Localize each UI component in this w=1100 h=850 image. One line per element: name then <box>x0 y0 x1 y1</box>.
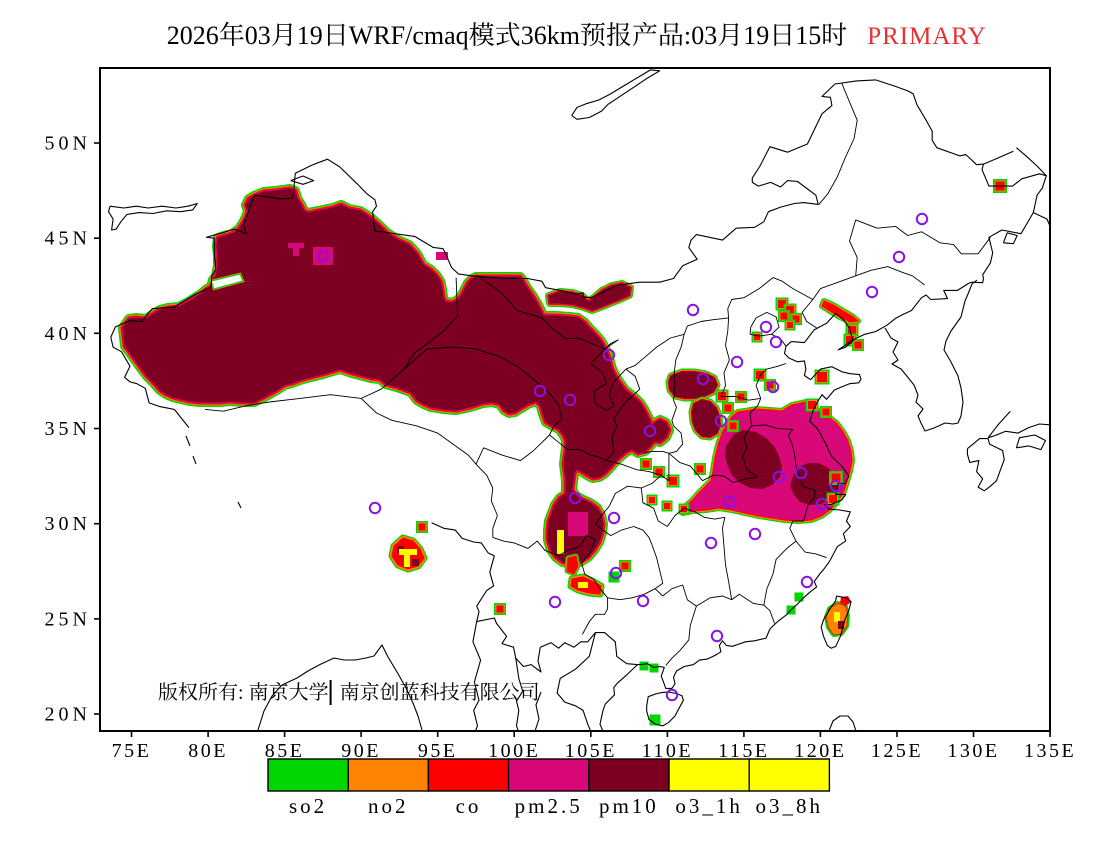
svg-text:o3_8h: o3_8h <box>756 794 824 818</box>
svg-text:o3_1h: o3_1h <box>675 794 743 818</box>
svg-text:110E: 110E <box>642 740 693 762</box>
svg-text:95E: 95E <box>418 740 458 762</box>
svg-text::: : <box>684 21 691 50</box>
svg-text:105E: 105E <box>565 740 617 762</box>
svg-text:90E: 90E <box>341 740 381 762</box>
svg-text:19: 19 <box>743 21 769 50</box>
svg-text:125E: 125E <box>871 740 923 762</box>
svg-text:100E: 100E <box>488 740 540 762</box>
svg-text:75E: 75E <box>112 740 152 762</box>
svg-text:40N: 40N <box>45 323 91 345</box>
svg-text:120E: 120E <box>794 740 846 762</box>
svg-text:50N: 50N <box>45 133 91 155</box>
svg-text:35N: 35N <box>45 418 91 440</box>
svg-text:2026: 2026 <box>167 21 219 50</box>
svg-text:36km: 36km <box>521 21 580 50</box>
svg-text:30N: 30N <box>45 513 91 535</box>
svg-text:so2: so2 <box>289 794 327 818</box>
svg-text:15: 15 <box>795 21 821 50</box>
svg-text:03: 03 <box>245 21 271 50</box>
svg-text::: : <box>238 682 249 704</box>
svg-text:115E: 115E <box>718 740 769 762</box>
svg-text:130E: 130E <box>947 740 999 762</box>
svg-text:pm10: pm10 <box>599 794 659 818</box>
svg-text:no2: no2 <box>368 794 409 818</box>
svg-text:25N: 25N <box>45 608 91 630</box>
svg-text:85E: 85E <box>265 740 305 762</box>
svg-text:03: 03 <box>691 21 717 50</box>
svg-text:pm2.5: pm2.5 <box>515 794 583 818</box>
svg-text:80E: 80E <box>188 740 228 762</box>
svg-text:WRF/cmaq: WRF/cmaq <box>349 21 469 50</box>
svg-text:20N: 20N <box>45 704 91 726</box>
svg-text:PRIMARY: PRIMARY <box>867 23 987 50</box>
svg-text:co: co <box>456 794 482 818</box>
svg-text:135E: 135E <box>1024 740 1076 762</box>
svg-text:19: 19 <box>297 21 323 50</box>
svg-text:45N: 45N <box>45 228 91 250</box>
